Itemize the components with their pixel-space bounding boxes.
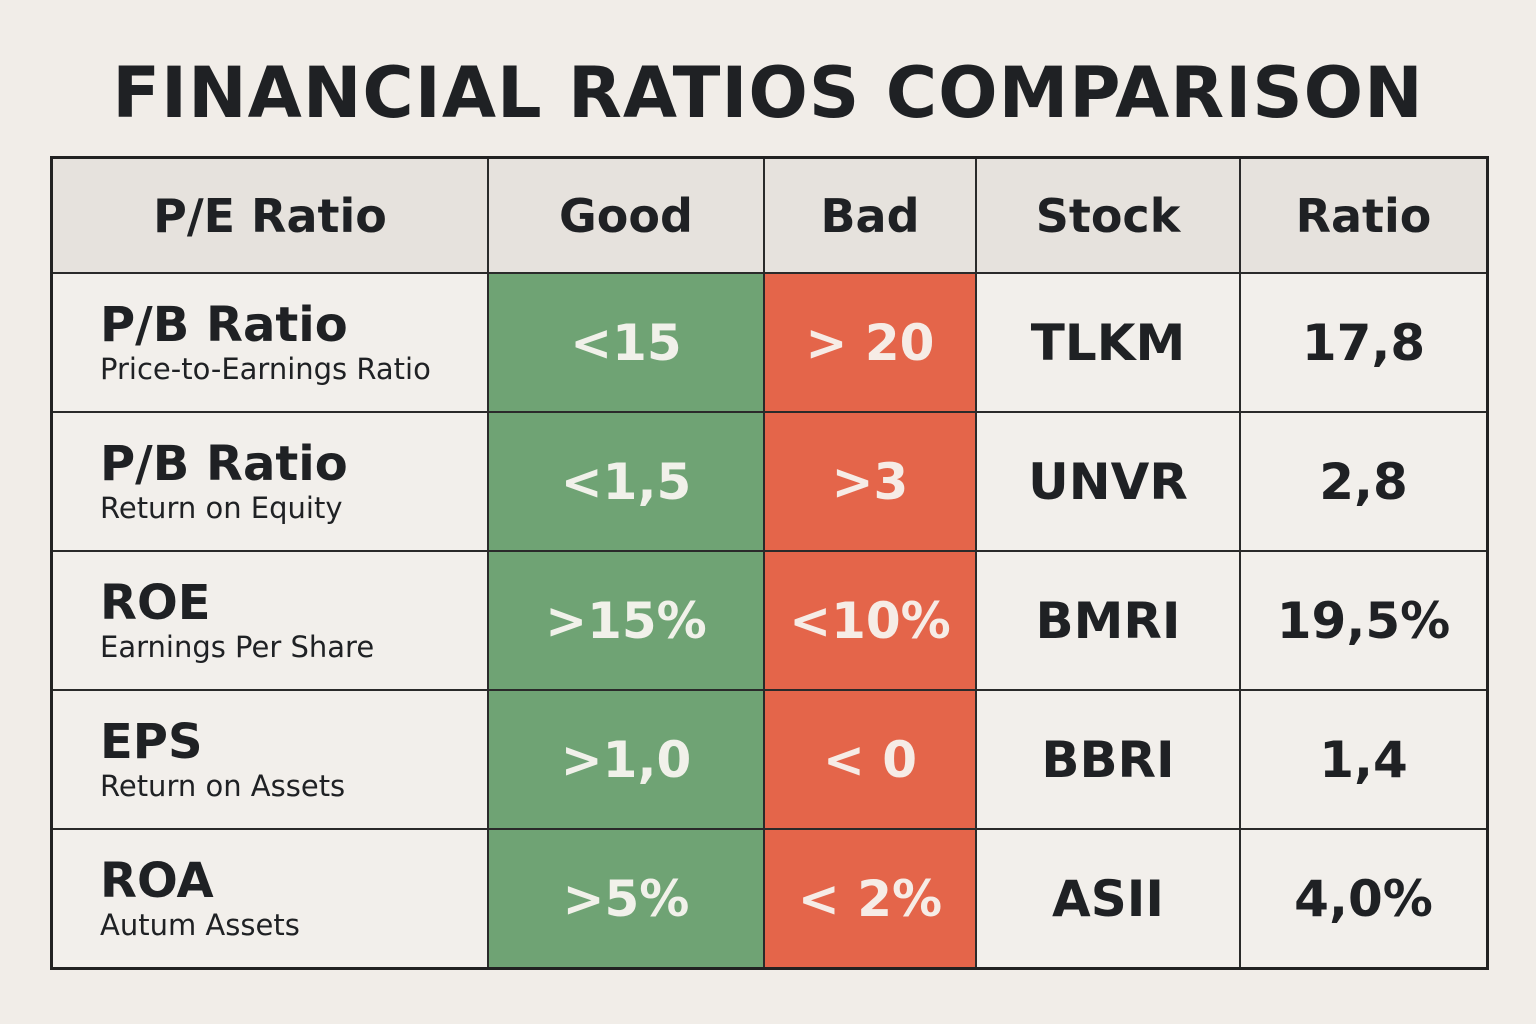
bad-threshold: < 0	[763, 689, 977, 830]
good-threshold: >15%	[487, 550, 765, 691]
ratio-value: 1,4	[1239, 689, 1489, 830]
good-threshold: >1,0	[487, 689, 765, 830]
metric-description: Autum Assets	[100, 907, 300, 942]
header-row: P/E Ratio Good Bad Stock Ratio	[50, 156, 1489, 274]
table-row: ROA Autum Assets >5% < 2% ASII 4,0%	[50, 828, 1489, 970]
metric-name: ROE	[100, 574, 211, 631]
stock-ticker: BBRI	[975, 689, 1241, 830]
table-row: P/B Ratio Return on Equity <1,5 >3 UNVR …	[50, 411, 1489, 552]
ratio-value: 2,8	[1239, 411, 1489, 552]
metric-description: Return on Assets	[100, 768, 346, 803]
table-row: EPS Return on Assets >1,0 < 0 BBRI 1,4	[50, 689, 1489, 830]
stock-ticker: UNVR	[975, 411, 1241, 552]
bad-threshold: > 20	[763, 272, 977, 413]
metric-description: Return on Equity	[100, 490, 343, 525]
metric-name: P/B Ratio	[100, 296, 348, 353]
ratio-value: 19,5%	[1239, 550, 1489, 691]
bad-threshold: <10%	[763, 550, 977, 691]
header-stock: Stock	[975, 156, 1241, 274]
metric-cell: ROE Earnings Per Share	[50, 550, 489, 691]
stock-ticker: TLKM	[975, 272, 1241, 413]
metric-cell: P/B Ratio Price-to-Earnings Ratio	[50, 272, 489, 413]
header-metric: P/E Ratio	[50, 156, 489, 274]
metric-cell: EPS Return on Assets	[50, 689, 489, 830]
table-row: P/B Ratio Price-to-Earnings Ratio <15 > …	[50, 272, 1489, 413]
metric-name: P/B Ratio	[100, 435, 348, 492]
metric-name: EPS	[100, 713, 203, 770]
good-threshold: <1,5	[487, 411, 765, 552]
page-title: FINANCIAL RATIOS COMPARISON	[112, 52, 1424, 134]
metric-description: Earnings Per Share	[100, 629, 375, 664]
good-threshold: <15	[487, 272, 765, 413]
stock-ticker: BMRI	[975, 550, 1241, 691]
header-good: Good	[487, 156, 765, 274]
header-ratio: Ratio	[1239, 156, 1489, 274]
table-row: ROE Earnings Per Share >15% <10% BMRI 19…	[50, 550, 1489, 691]
bad-threshold: < 2%	[763, 828, 977, 970]
metric-name: ROA	[100, 852, 214, 909]
metric-cell: ROA Autum Assets	[50, 828, 489, 970]
ratios-table: P/E Ratio Good Bad Stock Ratio P/B Ratio…	[50, 156, 1489, 970]
stock-ticker: ASII	[975, 828, 1241, 970]
metric-cell: P/B Ratio Return on Equity	[50, 411, 489, 552]
ratio-value: 17,8	[1239, 272, 1489, 413]
header-bad: Bad	[763, 156, 977, 274]
good-threshold: >5%	[487, 828, 765, 970]
bad-threshold: >3	[763, 411, 977, 552]
metric-description: Price-to-Earnings Ratio	[100, 351, 431, 386]
ratio-value: 4,0%	[1239, 828, 1489, 970]
